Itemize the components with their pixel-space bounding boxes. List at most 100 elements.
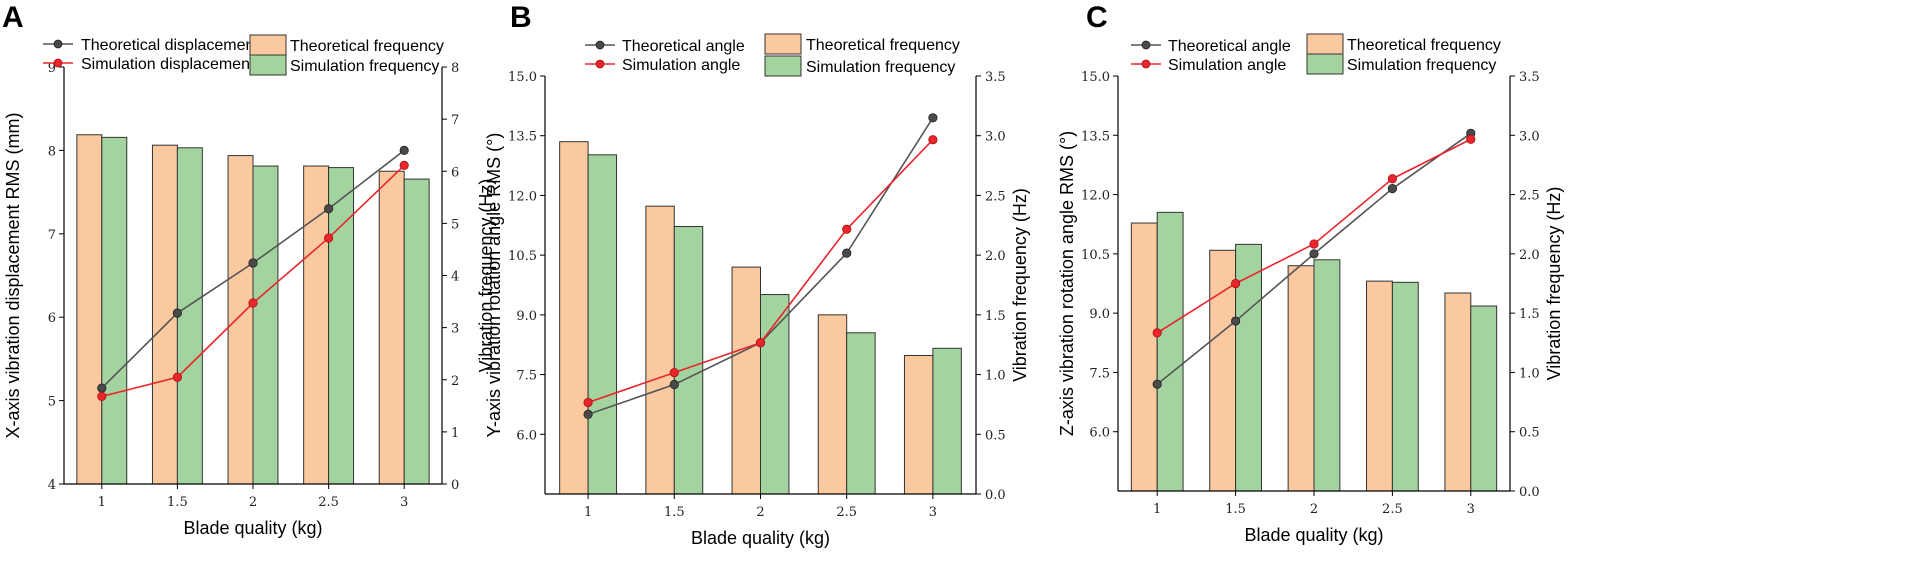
point-theoretical-0	[583, 409, 593, 419]
x-tick-label: 1	[584, 505, 592, 520]
y-tick-label-right: 2.0	[1519, 248, 1540, 263]
point-simulation-3	[323, 233, 334, 243]
y-tick-label-left: 6.0	[516, 428, 537, 443]
point-simulation-3	[1387, 174, 1398, 184]
legend-bar-swatch	[1306, 53, 1344, 75]
bar-theoretical-2	[1287, 265, 1315, 492]
y-tick-label-right: 3.0	[985, 130, 1006, 145]
x-tick-label: 1.5	[664, 505, 685, 520]
legend-label: Simulation frequency	[290, 58, 439, 75]
y-tick-label-right: 0.5	[1519, 426, 1540, 441]
y-tick-label-left: 8	[48, 144, 56, 159]
x-tick-label: 2.5	[318, 495, 339, 510]
x-tick-label: 2	[249, 495, 257, 510]
y-axis-title-right: Vibration frequency (Hz)	[476, 179, 496, 373]
y-tick-label-right: 4	[451, 270, 459, 285]
x-tick-label: 1	[1153, 502, 1161, 517]
y-tick-label-left: 12.0	[1081, 189, 1110, 204]
legend: Theoretical displacement Simulation displ…	[43, 34, 444, 76]
y-tick-label-right: 2.5	[1519, 189, 1540, 204]
legend-label: Simulation frequency	[1347, 57, 1496, 74]
legend-label: Theoretical angle	[1168, 38, 1291, 55]
bar-theoretical-2	[731, 266, 762, 495]
y-tick-label-right: 1.0	[985, 369, 1006, 384]
y-tick-label-right: 8	[451, 61, 459, 76]
y-tick-label-left: 12.0	[508, 189, 537, 204]
bar-theoretical-2	[227, 155, 254, 485]
panel-letter: A	[2, 1, 24, 34]
point-theoretical-2	[248, 258, 258, 268]
bar-simulation-1	[673, 225, 704, 495]
legend: Theoretical angle Simulation angle Theoret…	[1131, 33, 1501, 75]
point-simulation-3	[842, 224, 852, 234]
legend: Theoretical angle Simulation angle Theoret…	[585, 33, 960, 77]
x-tick-label: 1	[98, 495, 106, 510]
bar-theoretical-4	[1444, 292, 1472, 492]
y-tick-label-left: 6.0	[1089, 426, 1110, 441]
y-tick-label-right: 6	[451, 165, 459, 180]
x-tick-label: 2.5	[1382, 502, 1403, 517]
legend-marker	[1141, 59, 1151, 69]
x-axis-title: Blade quality (kg)	[691, 528, 830, 548]
legend-marker	[595, 59, 605, 69]
y-tick-label-left: 9	[48, 61, 56, 76]
legend-label: Simulation frequency	[806, 59, 955, 76]
bar-simulation-4	[403, 178, 430, 485]
point-theoretical-0	[1152, 379, 1162, 389]
legend-label: Theoretical angle	[622, 38, 745, 55]
x-axis-title: Blade quality (kg)	[1244, 525, 1383, 545]
y-tick-label-right: 1.5	[985, 309, 1006, 324]
point-simulation-1	[1231, 278, 1241, 289]
legend-label: Theoretical frequency	[806, 37, 960, 54]
y-tick-label-right: 0.0	[1519, 485, 1540, 500]
bar-theoretical-4	[903, 354, 934, 495]
legend-marker	[595, 40, 605, 50]
y-tick-label-right: 5	[451, 217, 459, 232]
y-tick-label-left: 5	[48, 395, 56, 410]
legend-label: Simulation displacement	[81, 56, 255, 73]
bar-theoretical-0	[76, 134, 103, 485]
legend-bar-swatch	[1306, 33, 1344, 55]
point-theoretical-4	[399, 145, 409, 155]
x-tick-label: 1.5	[1225, 502, 1246, 517]
panel-letter: B	[510, 1, 532, 34]
legend-marker	[53, 58, 63, 68]
y-tick-label-left: 15.0	[1081, 70, 1110, 85]
y-tick-label-left: 10.5	[1081, 248, 1110, 263]
legend-bar-swatch	[764, 33, 802, 55]
y-tick-label-right: 3	[451, 322, 459, 337]
point-theoretical-1	[172, 308, 182, 318]
panel-b: B6.07.59.010.512.013.515.00.00.51.01.52.…	[484, 1, 1030, 548]
point-simulation-2	[1309, 239, 1319, 249]
bar-simulation-2	[252, 165, 279, 485]
y-tick-label-left: 7	[48, 228, 56, 243]
bar-simulation-3	[328, 167, 355, 485]
x-tick-label: 3	[929, 505, 937, 520]
bar-theoretical-3	[817, 314, 848, 495]
point-simulation-0	[583, 397, 593, 408]
x-axis-title: Blade quality (kg)	[183, 518, 322, 538]
y-tick-label-left: 4	[48, 478, 56, 493]
point-theoretical-3	[1387, 184, 1398, 194]
y-axis-title-right: Vibration frequency (Hz)	[1010, 188, 1030, 382]
bar-simulation-4	[932, 347, 962, 495]
y-tick-label-right: 1	[451, 426, 459, 441]
bar-simulation-0	[101, 136, 128, 485]
x-tick-label: 2	[1310, 502, 1318, 517]
bar-theoretical-0	[559, 141, 589, 495]
x-tick-label: 3	[400, 495, 408, 510]
point-simulation-2	[755, 338, 766, 348]
x-tick-label: 1.5	[167, 495, 188, 510]
bar-simulation-2	[1313, 259, 1341, 492]
panel-a: A 4 5 6 7 8 9 0 1 2 3 4 5 6 7 8 1 1.5 2 2.5 3 Blade quality (…	[2, 1, 496, 538]
y-tick-label-left: 7.5	[1089, 366, 1110, 381]
y-tick-label-left: 15.0	[508, 70, 537, 85]
point-theoretical-4	[928, 113, 938, 123]
y-axis-title-left: Z-axis vibration rotation angle RMS (°)	[1057, 131, 1077, 436]
point-simulation-1	[669, 367, 679, 378]
point-simulation-0	[1152, 328, 1162, 338]
bar-simulation-1	[1235, 243, 1262, 492]
point-simulation-0	[97, 391, 107, 402]
panel-c: C6.07.59.010.512.013.515.00.00.51.01.52.…	[1057, 1, 1564, 545]
x-tick-label: 2	[756, 505, 764, 520]
